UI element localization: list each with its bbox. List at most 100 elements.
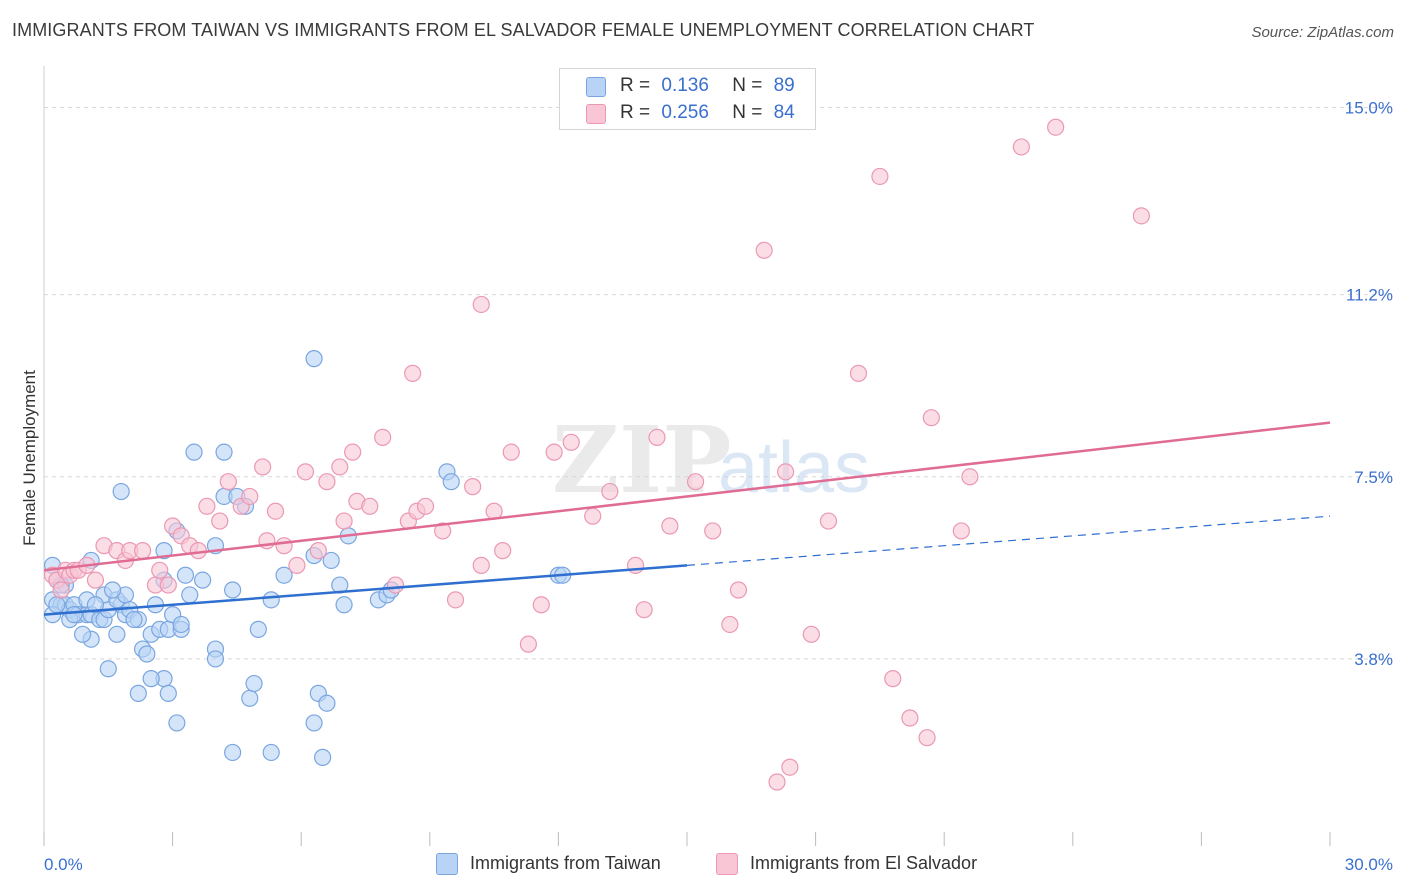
elsalvador-point bbox=[446, 591, 465, 609]
elsalvador-point bbox=[434, 522, 452, 540]
taiwan-legend-label: Immigrants from Taiwan bbox=[470, 853, 661, 873]
taiwan-point bbox=[335, 596, 353, 614]
elsalvador-point bbox=[532, 596, 550, 614]
taiwan-point bbox=[305, 714, 323, 732]
taiwan-point bbox=[442, 473, 460, 491]
watermark: ZIP atlas bbox=[552, 406, 870, 514]
elsalvador-point bbox=[884, 670, 902, 688]
taiwan-point bbox=[262, 743, 280, 762]
taiwan-point bbox=[112, 482, 130, 501]
taiwan-point bbox=[206, 650, 225, 668]
grid-lines bbox=[44, 107, 1392, 660]
taiwan-point bbox=[48, 596, 66, 614]
elsalvador-point bbox=[472, 295, 490, 314]
elsalvador-point bbox=[86, 571, 105, 589]
elsalvador-point bbox=[416, 497, 435, 515]
elsalvador-n-value: 84 bbox=[773, 102, 795, 123]
elsalvador-point bbox=[519, 635, 537, 653]
elsalvador-point bbox=[704, 522, 722, 540]
elsalvador-point bbox=[296, 463, 315, 481]
taiwan-point bbox=[224, 743, 242, 762]
correlation-legend: R = 0.136 N = 89 R = 0.256 N = 84 bbox=[559, 68, 816, 130]
elsalvador-point bbox=[335, 512, 353, 530]
elsalvador-point bbox=[318, 473, 336, 491]
taiwan-r-value: 0.136 bbox=[661, 75, 709, 96]
taiwan-n-value: 89 bbox=[773, 75, 795, 96]
elsalvador-point bbox=[374, 428, 392, 446]
taiwan-point bbox=[181, 586, 199, 604]
taiwan-point bbox=[305, 350, 323, 368]
y-tick-label: 7.5% bbox=[1354, 468, 1393, 487]
elsalvador-point bbox=[1047, 118, 1065, 136]
elsalvador-point bbox=[464, 478, 482, 496]
elsalvador-point bbox=[241, 487, 259, 506]
r-label: R = bbox=[620, 102, 651, 123]
x-tick-label-min: 0.0% bbox=[44, 855, 83, 874]
elsalvador-point bbox=[601, 482, 619, 501]
taiwan-point bbox=[155, 542, 173, 560]
tick-labels: 3.8% 7.5% 11.2% 15.0% 0.0% 30.0% bbox=[44, 99, 1393, 874]
elsalvador-point bbox=[661, 517, 679, 535]
taiwan-point bbox=[245, 674, 263, 693]
elsalvador-swatch bbox=[586, 104, 606, 124]
taiwan-point bbox=[241, 689, 259, 707]
trend-lines bbox=[43, 421, 1331, 616]
watermark-zip: ZIP bbox=[552, 406, 731, 514]
r-label: R = bbox=[620, 75, 651, 96]
y-tick-label: 11.2% bbox=[1346, 286, 1393, 305]
elsalvador-point bbox=[686, 473, 705, 491]
elsalvador-point bbox=[776, 463, 795, 481]
elsalvador-legend-swatch bbox=[716, 853, 738, 875]
taiwan-point bbox=[185, 443, 203, 461]
taiwan-point bbox=[194, 571, 212, 589]
elsalvador-point bbox=[189, 542, 207, 560]
taiwan-point bbox=[275, 566, 293, 584]
taiwan-trend-extension bbox=[686, 515, 1331, 566]
taiwan-point bbox=[108, 625, 126, 643]
elsalvador-point bbox=[502, 443, 520, 461]
chart-title: IMMIGRANTS FROM TAIWAN VS IMMIGRANTS FRO… bbox=[12, 20, 1035, 40]
elsalvador-point bbox=[819, 512, 838, 530]
taiwan-point bbox=[224, 581, 242, 599]
elsalvador-trend-line bbox=[43, 421, 1331, 572]
elsalvador-point bbox=[1012, 138, 1030, 156]
elsalvador-point bbox=[768, 773, 786, 791]
elsalvador-point bbox=[52, 581, 70, 599]
elsalvador-point bbox=[151, 561, 169, 579]
taiwan-point bbox=[314, 748, 332, 766]
elsalvador-point bbox=[219, 473, 237, 491]
x-tick-label-max: 30.0% bbox=[1345, 855, 1393, 874]
elsalvador-point bbox=[802, 625, 820, 643]
elsalvador-point bbox=[198, 497, 216, 515]
elsalvador-point bbox=[211, 512, 229, 530]
elsalvador-point bbox=[545, 443, 563, 461]
elsalvador-point bbox=[344, 443, 362, 461]
watermark-atlas: atlas bbox=[718, 428, 870, 508]
elsalvador-point bbox=[849, 364, 868, 382]
elsalvador-point bbox=[472, 556, 490, 574]
taiwan-point bbox=[103, 581, 122, 599]
elsalvador-point bbox=[331, 458, 349, 476]
elsalvador-point bbox=[275, 537, 293, 555]
taiwan-point bbox=[168, 714, 186, 732]
n-label: N = bbox=[732, 102, 763, 123]
elsalvador-point bbox=[309, 542, 327, 560]
elsalvador-point bbox=[755, 241, 773, 259]
taiwan-point bbox=[142, 670, 160, 688]
taiwan-point bbox=[322, 551, 340, 570]
elsalvador-point bbox=[922, 409, 940, 427]
elsalvador-point bbox=[386, 576, 405, 594]
y-tick-label: 3.8% bbox=[1354, 650, 1393, 669]
taiwan-point bbox=[129, 684, 147, 702]
taiwan-point bbox=[138, 645, 156, 663]
elsalvador-point bbox=[635, 601, 653, 619]
elsalvador-point bbox=[404, 364, 422, 382]
elsalvador-point bbox=[918, 729, 936, 747]
taiwan-point bbox=[65, 606, 83, 624]
taiwan-point bbox=[86, 596, 105, 614]
taiwan-point bbox=[159, 684, 177, 702]
taiwan-swatch bbox=[586, 77, 606, 97]
elsalvador-point bbox=[266, 502, 285, 520]
taiwan-legend-swatch bbox=[436, 853, 458, 875]
taiwan-point bbox=[262, 591, 280, 609]
